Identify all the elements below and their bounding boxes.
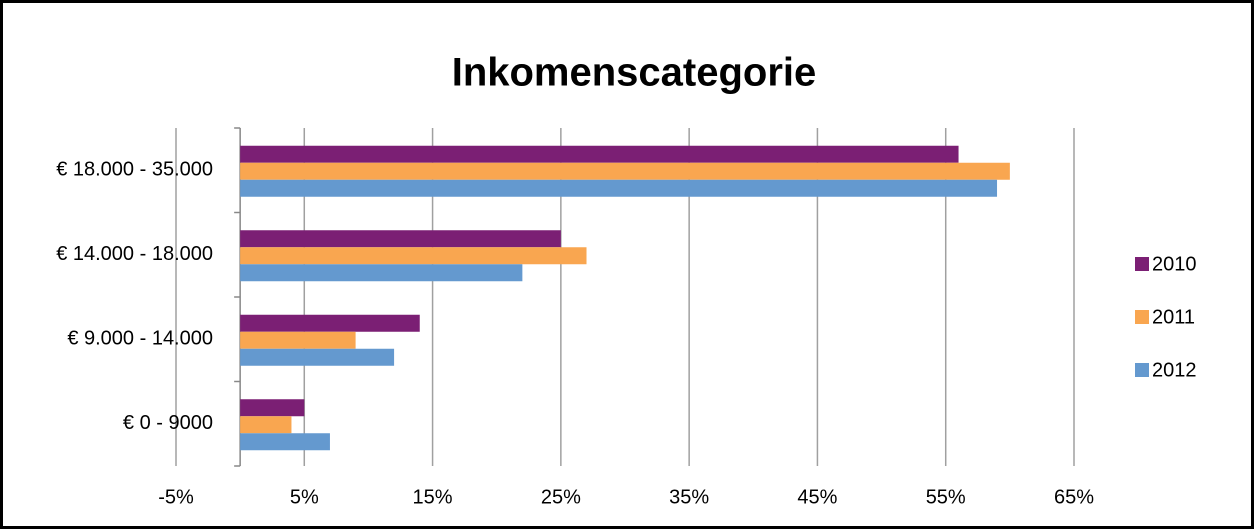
bar — [240, 145, 959, 163]
bar — [240, 247, 587, 265]
bar — [240, 230, 561, 248]
bar — [240, 314, 420, 332]
x-tick-label: -5% — [158, 486, 194, 508]
bar — [240, 416, 292, 434]
y-tick-label: € 0 - 9000 — [123, 412, 213, 434]
chart-title: Inkomenscategorie — [452, 51, 817, 95]
bar — [240, 179, 998, 197]
legend-swatch — [1135, 257, 1149, 271]
x-tick-label: 45% — [797, 486, 837, 508]
x-tick-label: 5% — [290, 486, 319, 508]
bar — [240, 331, 356, 349]
y-tick-label: € 14.000 - 18.000 — [56, 243, 213, 265]
x-tick-label: 65% — [1054, 486, 1094, 508]
y-tick-label: € 18.000 - 35.000 — [56, 159, 213, 181]
x-tick-label: 35% — [669, 486, 709, 508]
bar — [240, 264, 523, 282]
x-tick-label: 15% — [413, 486, 453, 508]
legend-label: 2010 — [1152, 253, 1197, 275]
bar — [240, 348, 395, 366]
bar — [240, 162, 1010, 180]
legend-label: 2011 — [1152, 306, 1195, 328]
legend-swatch — [1135, 310, 1149, 324]
x-tick-label: 55% — [926, 486, 966, 508]
legend-label: 2012 — [1152, 359, 1197, 381]
legend-swatch — [1135, 363, 1149, 377]
bar — [240, 433, 330, 451]
x-tick-label: 25% — [541, 486, 581, 508]
y-tick-label: € 9.000 - 14.000 — [67, 328, 213, 350]
bar — [240, 399, 305, 417]
